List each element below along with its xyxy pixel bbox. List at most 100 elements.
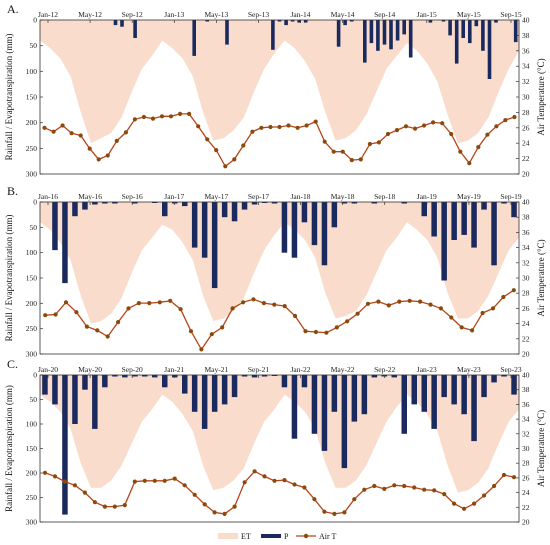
air-temperature-point — [304, 123, 309, 128]
y-axis-left-title: Rainfall / Evapotranspiration (mm) — [4, 385, 14, 512]
legend-p-swatch — [261, 534, 281, 538]
et-area — [40, 375, 519, 493]
left-tick-label: 0 — [33, 371, 37, 380]
air-temperature-point — [102, 504, 107, 509]
x-tick-label: Jan-15 — [417, 10, 437, 19]
rainfall-bar — [261, 202, 268, 203]
air-temperature-point — [132, 479, 137, 484]
air-temperature-point — [178, 307, 183, 312]
air-temperature-point — [132, 117, 137, 122]
y-axis-right-title: Air Temperature (°C) — [536, 239, 546, 316]
rainfall-bar — [311, 202, 318, 246]
rainfall-bar — [336, 20, 341, 47]
left-tick-label: 100 — [26, 248, 38, 257]
rainfall-bar — [363, 20, 367, 63]
air-temperature-point — [209, 332, 214, 337]
air-temperature-point — [501, 294, 506, 300]
rainfall-bar — [428, 20, 433, 23]
rainfall-bar — [142, 375, 148, 377]
right-tick-label: 38 — [522, 213, 530, 222]
right-tick-label: 28 — [522, 108, 530, 117]
panel-2: B. Jan-16 May-16 Sep-16 Jan-17 May-17 Sep-17 Ja… — [4, 184, 546, 359]
air-temperature-point — [282, 304, 287, 309]
air-temperature-point — [492, 483, 497, 489]
right-tick-label: 38 — [522, 385, 530, 394]
air-temperature-point — [159, 114, 165, 119]
rainfall-bar — [411, 375, 417, 405]
x-tick-label: Sep-18 — [374, 192, 395, 201]
x-tick-label: Sep-17 — [248, 192, 269, 201]
air-temperature-point — [82, 490, 87, 495]
rainfall-bar — [481, 202, 487, 210]
legend-airt-marker — [303, 533, 309, 539]
air-temperature-point — [142, 478, 147, 483]
right-tick-label: 26 — [522, 123, 530, 132]
air-temperature-point — [63, 300, 69, 305]
rainfall-bar — [291, 375, 298, 439]
x-tick-label: Jan-21 — [164, 365, 184, 374]
rainfall-bar — [122, 375, 128, 378]
x-tick-label: Sep-21 — [248, 365, 269, 374]
x-tick-label: Jan-18 — [291, 192, 311, 201]
right-tick-label: 28 — [522, 289, 530, 298]
right-tick-label: 20 — [522, 170, 530, 179]
air-temperature-point — [196, 124, 201, 129]
et-area — [40, 20, 519, 144]
air-temperature-point — [114, 138, 119, 143]
y-axis-right-title: Air Temperature (°C) — [536, 410, 546, 487]
x-tick-label: May-20 — [78, 365, 102, 374]
right-tick-label: 38 — [522, 31, 530, 40]
air-temperature-point — [385, 131, 391, 137]
rainfall-bar — [112, 202, 118, 204]
air-temperature-point — [188, 329, 194, 334]
x-tick-label: Sep-15 — [500, 10, 521, 19]
air-temperature-point — [482, 493, 487, 498]
rainfall-bar — [152, 202, 158, 203]
x-tick-label: May-19 — [457, 192, 481, 201]
rainfall-bar — [468, 20, 472, 44]
right-tick-label: 20 — [522, 518, 530, 527]
x-tick-label: Sep-14 — [374, 10, 395, 19]
air-temperature-point — [358, 157, 363, 162]
rainfall-bar — [471, 375, 477, 442]
rainfall-bar — [205, 20, 210, 22]
rainfall-bar — [92, 375, 98, 429]
rainfall-bar — [331, 202, 338, 228]
air-temperature-point — [141, 114, 146, 120]
right-tick-label: 32 — [522, 77, 530, 86]
air-temperature-point — [87, 146, 92, 151]
right-tick-label: 24 — [522, 319, 530, 328]
air-temperature-point — [268, 124, 273, 130]
air-temperature-point — [312, 497, 317, 502]
air-temperature-point — [349, 158, 354, 163]
air-temperature-point — [126, 306, 131, 311]
air-temperature-point — [241, 300, 246, 305]
rainfall-bar — [513, 20, 518, 43]
air-temperature-point — [172, 476, 177, 481]
rainfall-bar — [52, 375, 58, 405]
rainfall-bar — [72, 375, 78, 424]
legend: ET P Air T — [218, 532, 337, 541]
rainfall-bar — [261, 375, 268, 377]
air-temperature-point — [362, 487, 367, 492]
rainfall-bar — [297, 20, 301, 23]
air-temperature-point — [62, 479, 67, 484]
right-tick-label: 30 — [522, 444, 530, 453]
air-temperature-point — [372, 483, 377, 489]
air-temperature-point — [72, 483, 77, 488]
y-axis-left-title: Rainfall / Evapotranspiration (mm) — [4, 215, 14, 342]
air-temperature-point — [74, 310, 79, 315]
air-temperature-point — [313, 329, 318, 335]
air-temperature-point — [449, 131, 454, 137]
rainfall-bar — [52, 202, 58, 251]
rainfall-bar — [271, 20, 275, 50]
left-tick-label: 250 — [26, 493, 38, 502]
rainfall-bar — [461, 20, 465, 38]
left-tick-label: 50 — [30, 41, 38, 50]
left-tick-label: 300 — [26, 170, 38, 179]
air-temperature-point — [262, 474, 267, 479]
rainfall-bar — [182, 375, 188, 394]
air-temperature-point — [92, 500, 97, 505]
air-temperature-point — [122, 503, 127, 508]
x-tick-label: Sep-20 — [122, 365, 143, 374]
